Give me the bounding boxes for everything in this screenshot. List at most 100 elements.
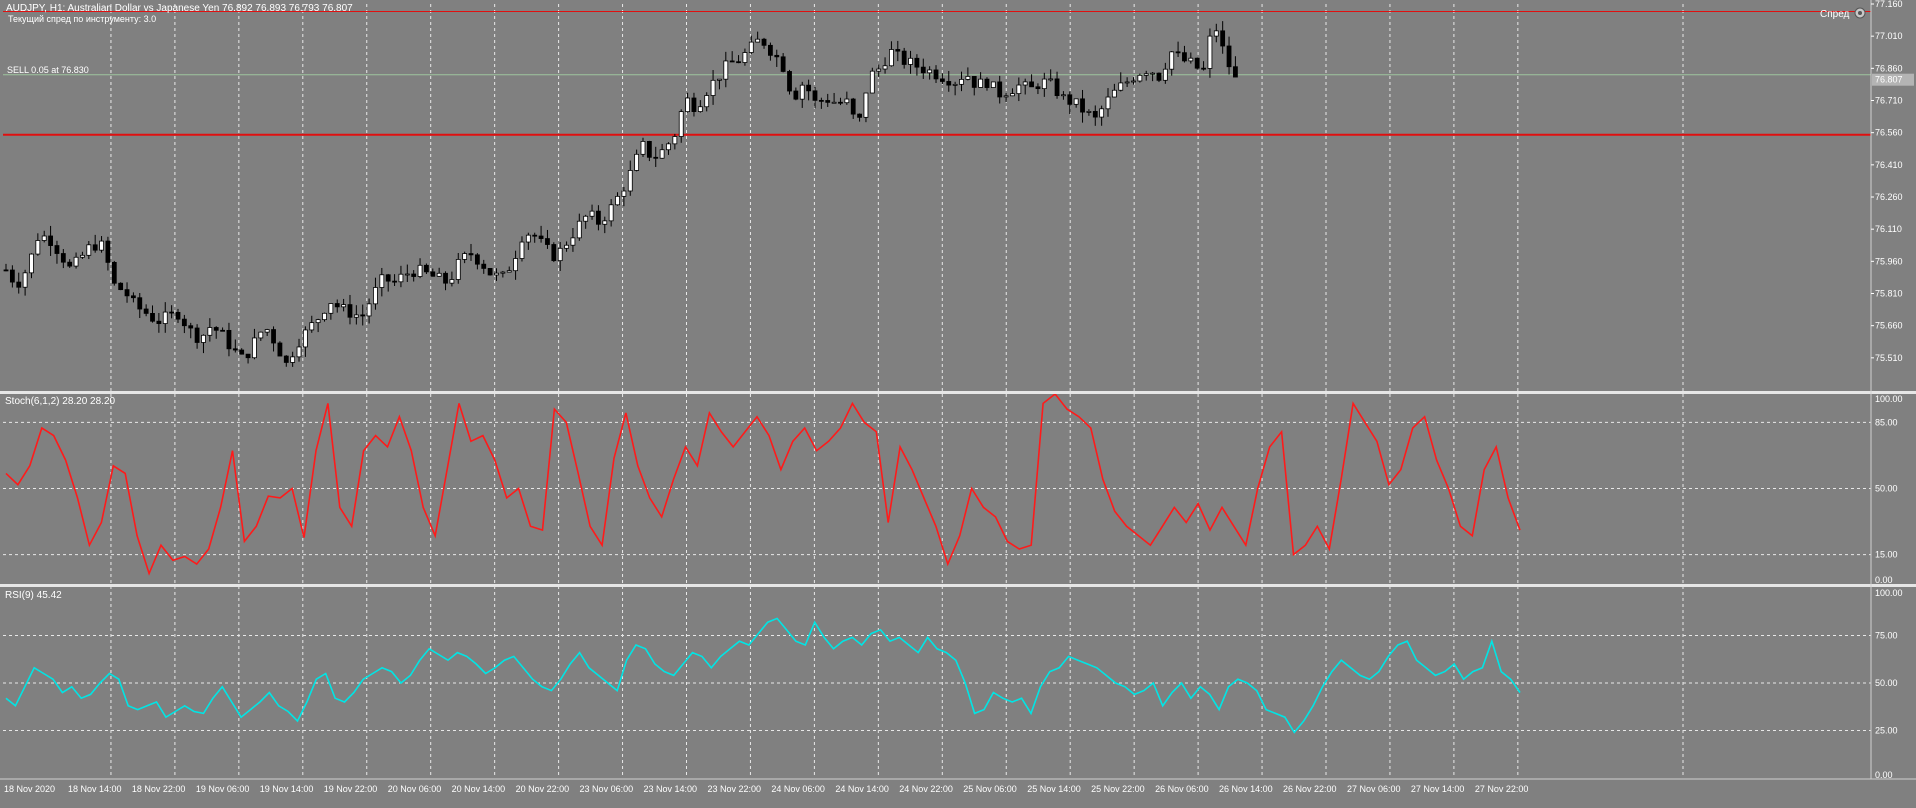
candle-bull[interactable] xyxy=(659,149,665,159)
candle-bull[interactable] xyxy=(373,287,378,305)
candle-bear[interactable] xyxy=(787,71,792,92)
candle-bear[interactable] xyxy=(736,61,741,64)
candle-bull[interactable] xyxy=(322,312,327,321)
candle-bear[interactable] xyxy=(901,50,907,65)
candle-bull[interactable] xyxy=(589,210,595,217)
candle-bear[interactable] xyxy=(468,253,474,256)
candle-bull[interactable] xyxy=(723,60,729,80)
candle-bull[interactable] xyxy=(35,240,41,255)
candle-bear[interactable] xyxy=(143,308,149,314)
candle-bear[interactable] xyxy=(60,253,66,263)
candle-bull[interactable] xyxy=(366,303,372,317)
candle-bear[interactable] xyxy=(232,348,238,351)
candle-bull[interactable] xyxy=(1003,95,1009,98)
candle-bull[interactable] xyxy=(1061,94,1066,97)
candle-bear[interactable] xyxy=(16,281,22,288)
candle-bear[interactable] xyxy=(1035,86,1041,90)
candle-bull[interactable] xyxy=(264,329,270,333)
candle-bear[interactable] xyxy=(806,84,812,92)
candle-bull[interactable] xyxy=(959,78,964,85)
candle-bear[interactable] xyxy=(430,271,436,277)
candle-bear[interactable] xyxy=(1233,66,1238,78)
candle-bull[interactable] xyxy=(500,271,506,274)
candle-bear[interactable] xyxy=(411,273,417,277)
candle-bear[interactable] xyxy=(213,327,219,331)
candle-bull[interactable] xyxy=(449,279,455,284)
candle-bull[interactable] xyxy=(799,84,805,100)
candle-bull[interactable] xyxy=(710,79,716,96)
candle-bear[interactable] xyxy=(984,78,990,88)
candle-bull[interactable] xyxy=(869,70,875,94)
candle-bull[interactable] xyxy=(678,111,684,137)
candle-bull[interactable] xyxy=(296,346,302,358)
candle-bull[interactable] xyxy=(608,204,614,222)
pane-separator[interactable] xyxy=(0,584,1916,587)
candle-bull[interactable] xyxy=(685,97,690,113)
candle-bear[interactable] xyxy=(385,274,391,282)
candle-bear[interactable] xyxy=(392,280,397,283)
candle-bear[interactable] xyxy=(277,342,283,357)
candle-bull[interactable] xyxy=(755,38,761,43)
candle-bull[interactable] xyxy=(41,235,47,241)
candle-bear[interactable] xyxy=(1175,51,1181,54)
indicator-line-rsi9[interactable] xyxy=(5,617,1521,734)
candle-bear[interactable] xyxy=(175,311,181,320)
candle-bull[interactable] xyxy=(927,69,933,74)
candle-bull[interactable] xyxy=(666,143,671,151)
candle-bear[interactable] xyxy=(347,304,353,318)
candle-bear[interactable] xyxy=(646,141,652,158)
candle-bear[interactable] xyxy=(188,325,194,329)
candle-bear[interactable] xyxy=(838,101,843,104)
candle-bear[interactable] xyxy=(150,313,155,322)
candle-bear[interactable] xyxy=(118,282,124,291)
candle-bull[interactable] xyxy=(201,334,206,343)
candle-bull[interactable] xyxy=(1111,89,1117,98)
candle-bull[interactable] xyxy=(80,254,85,258)
candle-bear[interactable] xyxy=(812,90,818,101)
candle-bear[interactable] xyxy=(551,244,557,262)
candle-bear[interactable] xyxy=(780,56,786,72)
candle-bear[interactable] xyxy=(997,81,1003,98)
candle-bull[interactable] xyxy=(1099,108,1105,118)
candle-bear[interactable] xyxy=(111,261,117,284)
candle-bear[interactable] xyxy=(1067,94,1073,105)
rsi-pane[interactable] xyxy=(5,617,1521,734)
candle-bull[interactable] xyxy=(353,314,359,318)
candle-bear[interactable] xyxy=(532,234,538,237)
candle-bull[interactable] xyxy=(519,241,525,259)
candle-bear[interactable] xyxy=(443,272,448,284)
candle-bull[interactable] xyxy=(748,41,754,53)
candle-bear[interactable] xyxy=(169,311,175,314)
candle-bull[interactable] xyxy=(341,304,347,308)
candle-bear[interactable] xyxy=(334,303,340,308)
candle-bear[interactable] xyxy=(850,98,856,115)
candle-bear[interactable] xyxy=(1220,30,1226,47)
candle-bull[interactable] xyxy=(1188,57,1194,62)
candle-bull[interactable] xyxy=(315,319,321,324)
candle-bear[interactable] xyxy=(691,97,697,112)
candle-bull[interactable] xyxy=(162,311,168,324)
candle-bull[interactable] xyxy=(831,101,837,104)
candle-bull[interactable] xyxy=(1048,78,1054,81)
candle-bull[interactable] xyxy=(290,356,296,363)
candle-bull[interactable] xyxy=(717,78,722,81)
indicator-line-stoch612[interactable] xyxy=(5,392,1521,576)
candle-bull[interactable] xyxy=(557,247,563,262)
candle-bull[interactable] xyxy=(1143,73,1149,76)
candle-bull[interactable] xyxy=(672,136,678,145)
candle-bull[interactable] xyxy=(908,57,913,65)
candle-bull[interactable] xyxy=(863,92,869,118)
candle-bear[interactable] xyxy=(54,245,60,254)
candle-bull[interactable] xyxy=(404,273,410,276)
candle-bear[interactable] xyxy=(124,289,130,297)
candle-bear[interactable] xyxy=(857,113,862,118)
candle-bull[interactable] xyxy=(1169,51,1175,70)
candle-bull[interactable] xyxy=(583,215,589,222)
candle-bear[interactable] xyxy=(283,355,289,363)
candle-bull[interactable] xyxy=(570,237,576,246)
candle-bear[interactable] xyxy=(1226,45,1232,68)
candle-bull[interactable] xyxy=(990,81,996,88)
candle-bull[interactable] xyxy=(436,272,442,277)
candle-bull[interactable] xyxy=(704,95,710,108)
candle-bull[interactable] xyxy=(1137,74,1143,82)
